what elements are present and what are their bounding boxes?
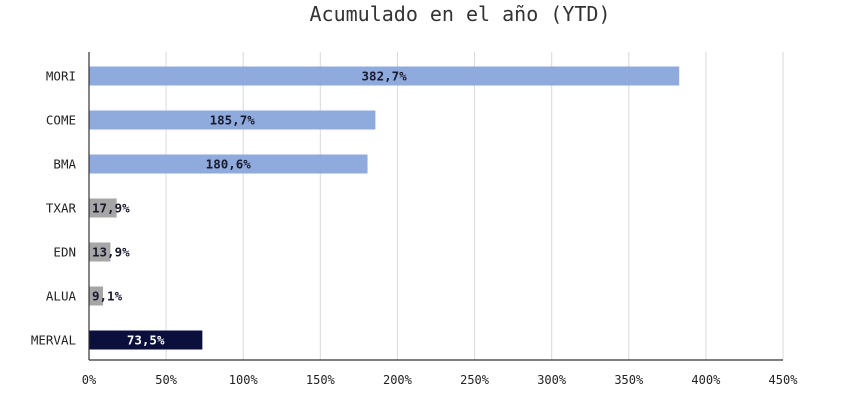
category-label: MORI <box>46 69 76 84</box>
x-tick-label: 200% <box>383 373 413 387</box>
x-tick-label: 100% <box>229 373 259 387</box>
x-tick-label: 50% <box>155 373 177 387</box>
bar-come <box>89 110 376 130</box>
bar-merval <box>89 330 203 350</box>
x-tick-label: 0% <box>82 373 97 387</box>
data-label: 17,9% <box>92 201 130 216</box>
x-tick-label: 350% <box>614 373 644 387</box>
bar-txar <box>89 198 117 218</box>
x-tick-label: 150% <box>306 373 336 387</box>
x-tick-label: 400% <box>691 373 721 387</box>
axes <box>88 52 783 361</box>
category-label: EDN <box>53 245 76 260</box>
chart-title: Acumulado en el año (YTD) <box>309 2 611 26</box>
data-label: 185,7% <box>210 113 256 128</box>
category-label: ALUA <box>46 289 77 304</box>
labels: 0% 50% 100% 150% 200% 250% 300% 350% 400% 450% MOR… <box>31 69 798 388</box>
x-tick-label: 300% <box>537 373 567 387</box>
category-label: TXAR <box>46 201 77 216</box>
bars <box>89 66 680 350</box>
category-label: BMA <box>53 157 76 172</box>
data-label: 13,9% <box>92 245 130 260</box>
bar-edn <box>89 242 111 262</box>
data-label: 180,6% <box>206 157 252 172</box>
bar-mori <box>89 66 680 86</box>
x-tick-label: 450% <box>769 373 799 387</box>
category-label: MERVAL <box>31 333 76 348</box>
bar-alua <box>89 286 104 306</box>
x-tick-label: 250% <box>460 373 490 387</box>
data-label: 73,5% <box>127 333 165 348</box>
data-label: 382,7% <box>362 69 408 84</box>
gridlines <box>165 52 784 360</box>
bar-bma <box>89 154 368 174</box>
category-label: COME <box>46 113 76 128</box>
data-label: 9,1% <box>92 289 123 304</box>
